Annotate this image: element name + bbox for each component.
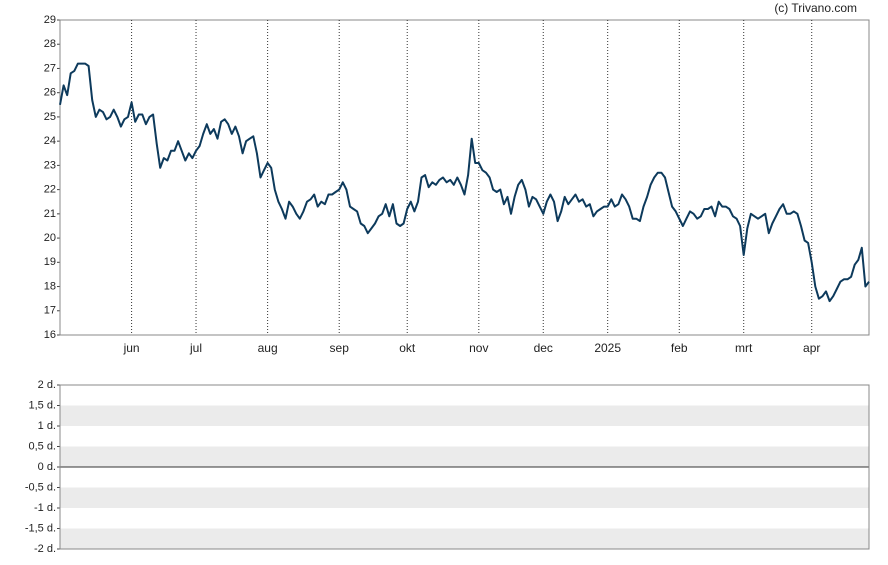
y-tick-label: 26 [44,87,56,99]
plot-frame [59,19,870,336]
y-tick-label: 22 [44,184,56,196]
y-tick-label: 1 d. [38,420,56,432]
y-tick-label: 29 [44,14,56,26]
x-tick-label: sep [330,341,350,355]
y-tick-label: 17 [44,305,56,317]
x-tick-label: 2025 [594,341,621,355]
y-tick-label: -1,5 d. [25,522,56,534]
x-tick-label: jun [123,341,140,355]
grid-band [60,446,869,467]
y-tick-label: 23 [44,159,56,171]
y-tick-label: 28 [44,38,56,50]
x-tick-label: jul [189,341,202,355]
x-tick-label: aug [258,341,278,355]
x-tick-label: nov [469,341,488,355]
x-tick-label: dec [534,341,553,355]
y-tick-label: 0,5 d. [28,440,56,452]
y-tick-label: -0,5 d. [25,481,56,493]
x-tick-label: okt [399,341,416,355]
plot-frame [59,384,870,550]
x-tick-label: apr [803,341,820,355]
source: (c) Trivano.com [774,1,857,15]
grid-band [60,405,869,426]
x-tick-label: mrt [735,341,753,355]
x-tick-label: feb [671,341,688,355]
y-tick-label: 27 [44,62,56,74]
y-tick-label: 19 [44,256,56,268]
grid-band [60,487,869,508]
y-tick-label: 0 d. [38,461,56,473]
y-tick-label: 18 [44,280,56,292]
y-tick-label: -1 d. [34,502,56,514]
y-tick-label: 20 [44,232,56,244]
y-tick-label: 24 [44,135,56,147]
y-tick-label: 2 d. [38,379,56,391]
y-tick-label: 16 [44,329,56,341]
y-tick-label: 25 [44,111,56,123]
grid-band [60,528,869,549]
y-tick-label: -2 d. [34,543,56,555]
y-tick-label: 21 [44,208,56,220]
price-line [59,62,870,303]
y-tick-label: 1,5 d. [28,399,56,411]
